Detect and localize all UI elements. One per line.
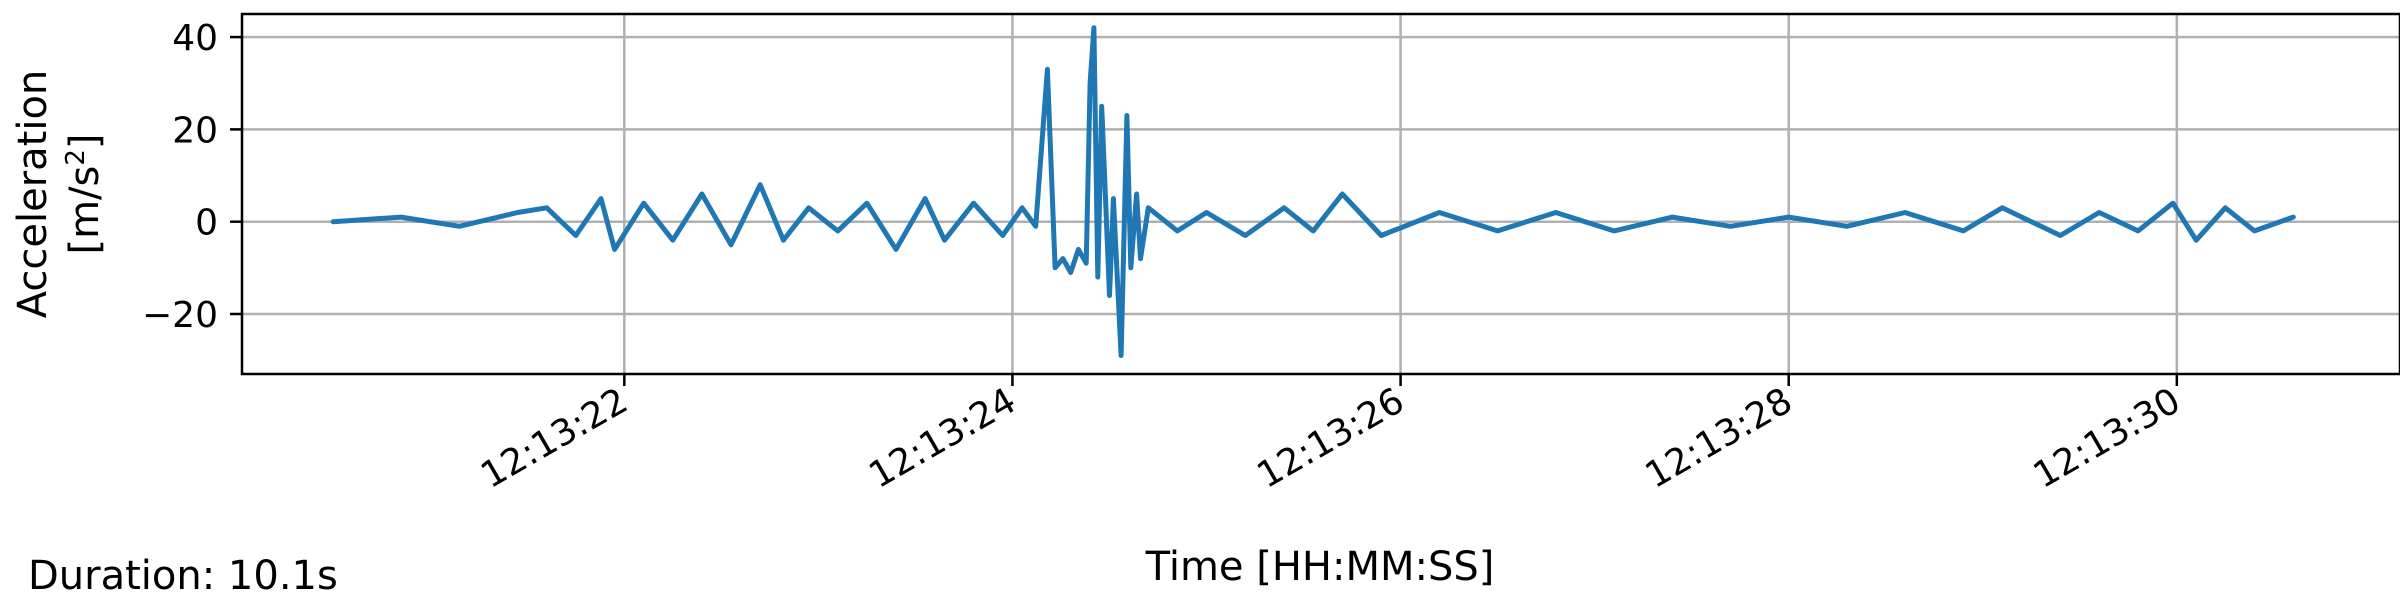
series-line-acceleration xyxy=(330,25,2296,358)
y-axis-unit-prefix: [m/s xyxy=(62,166,108,255)
y-axis-label-line1: Acceleration xyxy=(10,70,56,319)
x-tick-label: 12:13:22 xyxy=(474,380,635,496)
x-tick-label: 12:13:28 xyxy=(1639,380,1800,496)
y-tick-label: 20 xyxy=(172,110,218,151)
plot-frame xyxy=(240,12,2400,376)
y-axis-unit-superscript: 2 xyxy=(61,149,91,166)
y-tick-label: 0 xyxy=(195,203,218,244)
x-tick-label: 12:13:30 xyxy=(2027,380,2188,496)
y-axis-label-unit: [m/s2] xyxy=(61,133,108,254)
y-tick-label: −20 xyxy=(142,295,218,336)
y-axis-unit-suffix: ] xyxy=(62,133,108,149)
y-tick-label: 40 xyxy=(172,18,218,59)
x-tick-label: 12:13:26 xyxy=(1251,380,1412,496)
grid-lines xyxy=(242,14,2400,374)
x-axis-label: Time [HH:MM:SS] xyxy=(1145,544,1495,590)
duration-label: Duration: 10.1s xyxy=(28,553,338,599)
x-tick-label: 12:13:24 xyxy=(862,380,1023,496)
y-axis-ticks: 40 20 0 −20 xyxy=(142,18,242,336)
x-axis-ticks: 12:13:22 12:13:24 12:13:26 12:13:28 12:13:30 xyxy=(474,374,2187,497)
